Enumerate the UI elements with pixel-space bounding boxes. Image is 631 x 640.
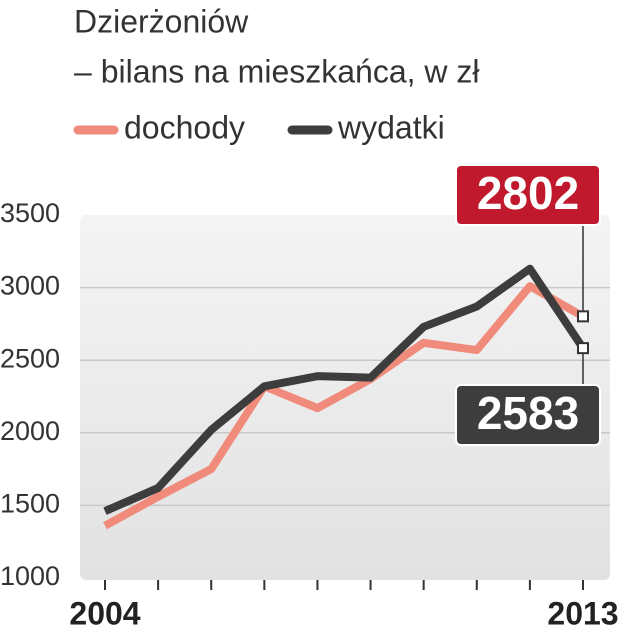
callout-box	[455, 384, 601, 446]
value-label: 2802	[477, 167, 579, 219]
point-marker	[577, 310, 589, 323]
y-tick-label: 1500	[0, 489, 60, 519]
y-tick-label: 3500	[0, 198, 60, 228]
legend-label: wydatki	[337, 109, 445, 145]
point-marker	[577, 342, 589, 355]
y-tick-label: 2500	[0, 343, 60, 373]
y-tick-label: 3000	[0, 271, 60, 301]
callout-box	[455, 164, 601, 226]
series-line	[103, 282, 585, 530]
y-tick-label: 2000	[0, 416, 60, 446]
x-tick-label: 2004	[69, 595, 140, 631]
chart-title: Dzierżoniów	[74, 3, 249, 39]
value-label: 2583	[477, 387, 579, 439]
chart-subtitle: – bilans na mieszkańca, w zł	[74, 53, 480, 89]
series-line	[103, 264, 587, 515]
x-tick-label: 2013	[547, 595, 618, 631]
legend-label: dochody	[124, 109, 245, 145]
y-tick-label: 1000	[0, 561, 60, 591]
